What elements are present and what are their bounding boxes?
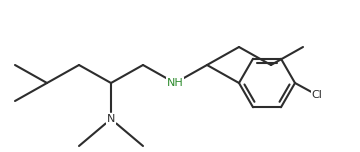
Text: N: N <box>107 114 115 124</box>
Text: Cl: Cl <box>311 90 323 100</box>
Text: NH: NH <box>167 78 183 88</box>
